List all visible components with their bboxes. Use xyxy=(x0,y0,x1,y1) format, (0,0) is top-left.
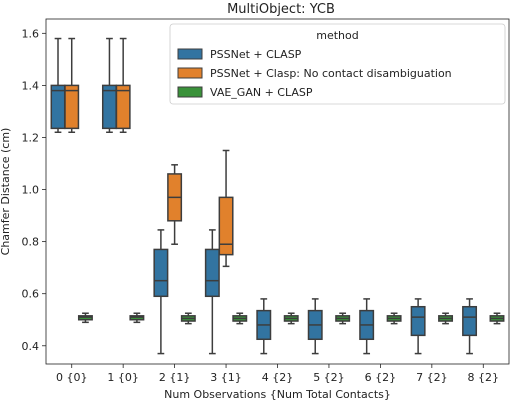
box-0-3 xyxy=(204,229,220,355)
box-0-6 xyxy=(359,298,375,355)
box-1-2 xyxy=(167,164,183,245)
legend-title: method xyxy=(316,29,358,42)
axes: 0.4 0.6 0.8 1.0 1.2 1.4 1.6 0 {0} 1 {0} 2 {1} 3 {1… xyxy=(22,18,510,384)
box-0-1 xyxy=(101,37,117,134)
legend-frame xyxy=(169,23,506,105)
y-tick-label: 1.2 xyxy=(22,131,40,144)
legend: method PSSNet + CLASP PSSNet + Clasp: No c… xyxy=(169,23,506,105)
box-2-7 xyxy=(438,312,454,325)
y-tick-label: 1.0 xyxy=(22,184,40,197)
box-body xyxy=(153,248,169,298)
x-tick-label: 1 {0} xyxy=(107,371,139,384)
box-1-1 xyxy=(115,37,131,134)
legend-entry: PSSNet + Clasp: No contact disambiguatio… xyxy=(210,67,452,80)
box-2-8 xyxy=(489,312,505,325)
x-axis-label: Num Observations {Num Total Contacts} xyxy=(164,388,391,401)
box-2-2 xyxy=(180,312,196,325)
box-0-7 xyxy=(410,298,426,355)
x-tick-label: 8 {2} xyxy=(468,371,500,384)
box-body xyxy=(410,305,426,337)
box-0-5 xyxy=(307,298,323,355)
box-2-3 xyxy=(232,312,248,325)
y-tick-label: 1.6 xyxy=(22,27,40,40)
box-body xyxy=(462,305,478,337)
x-tick-label: 7 {2} xyxy=(416,371,448,384)
x-tick-label: 3 {1} xyxy=(210,371,242,384)
y-tick-label: 0.4 xyxy=(22,340,40,353)
x-tick-label: 4 {2} xyxy=(262,371,294,384)
box-body xyxy=(101,84,117,130)
box-body xyxy=(218,196,234,256)
box-group xyxy=(50,37,505,355)
legend-entry: VAE_GAN + CLASP xyxy=(210,86,313,99)
y-axis-label: Chamfer Distance (cm) xyxy=(0,128,12,256)
box-body xyxy=(50,84,66,130)
x-tick-label: 0 {0} xyxy=(56,371,88,384)
legend-entry: PSSNet + CLASP xyxy=(210,48,302,61)
box-body xyxy=(204,248,220,298)
box-1-0 xyxy=(64,37,80,134)
box-0-0 xyxy=(50,37,66,134)
x-tick-label: 6 {2} xyxy=(365,371,397,384)
legend-swatch xyxy=(177,67,203,79)
box-2-4 xyxy=(283,312,299,325)
box-0-4 xyxy=(256,298,272,355)
x-tick-label: 2 {1} xyxy=(159,371,191,384)
box-0-8 xyxy=(462,298,478,355)
box-2-1 xyxy=(129,312,145,324)
box-2-6 xyxy=(386,312,402,325)
box-1-3 xyxy=(218,149,234,268)
box-body xyxy=(64,84,80,130)
legend-swatch xyxy=(177,48,203,60)
box-2-0 xyxy=(77,312,93,324)
box-0-2 xyxy=(153,229,169,355)
chart-title: MultiObject: YCB xyxy=(227,2,335,17)
axes-frame xyxy=(45,18,510,365)
legend-swatch xyxy=(177,86,203,98)
y-tick-label: 1.4 xyxy=(22,79,40,92)
box-2-5 xyxy=(335,312,351,325)
x-tick-label: 5 {2} xyxy=(313,371,345,384)
y-tick-label: 0.6 xyxy=(22,288,40,301)
box-body xyxy=(115,84,131,130)
y-tick-label: 0.8 xyxy=(22,236,40,249)
